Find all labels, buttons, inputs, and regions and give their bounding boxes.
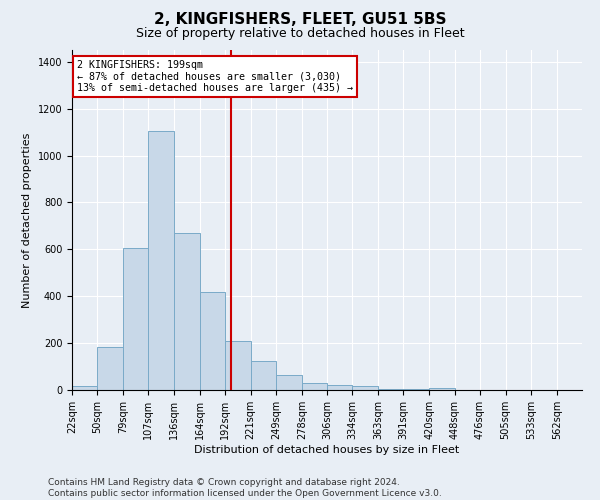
Text: 2, KINGFISHERS, FLEET, GU51 5BS: 2, KINGFISHERS, FLEET, GU51 5BS — [154, 12, 446, 28]
Bar — [72, 386, 97, 390]
Bar — [378, 389, 403, 390]
Bar — [327, 385, 352, 390]
Text: 2 KINGFISHERS: 199sqm
← 87% of detached houses are smaller (3,030)
13% of semi-d: 2 KINGFISHERS: 199sqm ← 87% of detached … — [77, 60, 353, 94]
Text: Size of property relative to detached houses in Fleet: Size of property relative to detached ho… — [136, 28, 464, 40]
X-axis label: Distribution of detached houses by size in Fleet: Distribution of detached houses by size … — [194, 444, 460, 454]
Bar — [352, 386, 378, 390]
Bar — [97, 346, 123, 390]
Bar — [175, 233, 199, 390]
Bar — [224, 341, 251, 390]
Text: Contains HM Land Registry data © Crown copyright and database right 2024.
Contai: Contains HM Land Registry data © Crown c… — [48, 478, 442, 498]
Bar — [148, 131, 175, 390]
Bar — [302, 383, 327, 390]
Bar — [251, 360, 276, 390]
Bar — [403, 389, 430, 390]
Bar — [123, 248, 148, 390]
Bar — [430, 388, 455, 390]
Y-axis label: Number of detached properties: Number of detached properties — [22, 132, 32, 308]
Bar — [199, 292, 224, 390]
Bar — [276, 375, 302, 390]
